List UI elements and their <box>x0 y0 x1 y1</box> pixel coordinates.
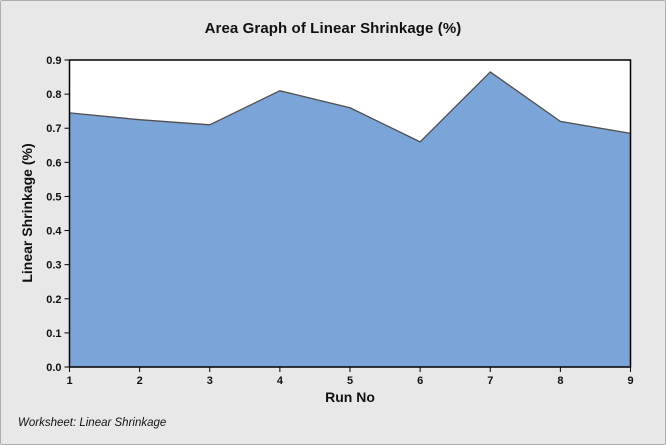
y-tick-label: 0.1 <box>46 328 61 340</box>
y-tick-label: 0.2 <box>46 294 61 306</box>
chart-title: Area Graph of Linear Shrinkage (%) <box>204 20 462 37</box>
y-tick-label: 0.9 <box>46 55 61 67</box>
worksheet-footnote: Worksheet: Linear Shrinkage <box>18 417 167 429</box>
x-tick-label: 2 <box>137 375 143 387</box>
x-tick-label: 4 <box>277 375 284 387</box>
y-tick-label: 0.5 <box>46 191 61 203</box>
x-tick-label: 8 <box>557 375 563 387</box>
x-tick-label: 5 <box>347 375 353 387</box>
x-tick-label: 9 <box>627 375 633 387</box>
area-outline <box>69 71 631 143</box>
x-axis-title: Run No <box>325 389 375 405</box>
x-tick-label: 3 <box>207 375 213 387</box>
y-tick-label: 0.3 <box>46 260 61 272</box>
y-tick-label: 0.7 <box>46 123 61 135</box>
x-tick-label: 7 <box>487 375 493 387</box>
y-tick-label: 0.8 <box>46 89 61 101</box>
x-tick-label: 6 <box>417 375 423 387</box>
area-series <box>69 71 631 367</box>
y-tick-label: 0.0 <box>46 362 61 374</box>
x-tick-label: 1 <box>66 375 72 387</box>
y-tick-label: 0.6 <box>46 157 61 169</box>
y-tick-label: 0.4 <box>46 226 62 238</box>
